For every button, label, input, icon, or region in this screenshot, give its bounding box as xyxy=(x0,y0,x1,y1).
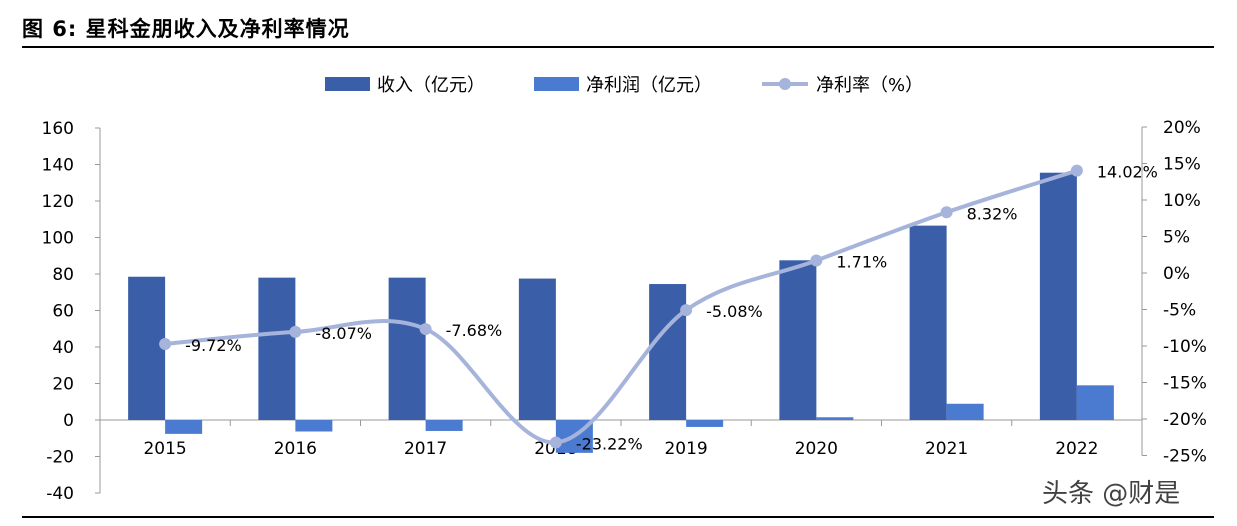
legend-swatch-revenue xyxy=(325,77,370,91)
net-margin-point xyxy=(289,325,302,338)
revenue-bar xyxy=(128,276,166,420)
x-tick-label: 2021 xyxy=(925,439,968,459)
net-margin-point xyxy=(810,254,823,267)
y-right-tick-label: 20% xyxy=(1163,118,1201,138)
legend-label-net-margin: 净利率（%） xyxy=(816,75,923,96)
net-profit-bar xyxy=(1076,385,1114,420)
net-margin-point xyxy=(1070,164,1083,177)
y-left-tick-label: 160 xyxy=(42,119,74,139)
net-profit-bar xyxy=(165,420,203,434)
revenue-bar xyxy=(1039,172,1077,420)
net-margin-label: 14.02% xyxy=(1097,163,1158,182)
net-margin-label: -7.68% xyxy=(446,321,503,340)
bars xyxy=(128,172,1114,453)
y-left-tick-label: 60 xyxy=(52,302,74,322)
watermark: 头条 @财是 xyxy=(1042,479,1180,509)
revenue-bar xyxy=(649,284,687,420)
y-right-tick-label: 10% xyxy=(1163,191,1201,211)
net-margin-point xyxy=(159,337,172,350)
x-tick-label: 2015 xyxy=(143,439,186,459)
y-left-tick-label: 80 xyxy=(52,265,74,285)
y-left-tick-label: 40 xyxy=(52,338,74,358)
net-profit-bar xyxy=(946,403,984,420)
legend-label-revenue: 收入（亿元） xyxy=(377,75,485,96)
net-profit-bar xyxy=(425,420,463,431)
legend-marker-net-margin xyxy=(779,78,791,90)
figure-title: 图 6: 星科金朋收入及净利率情况 xyxy=(22,17,350,41)
y-left-tick-label: 120 xyxy=(42,192,74,212)
net-margin-line xyxy=(159,164,1083,449)
revenue-bar xyxy=(779,260,817,420)
revenue-bar xyxy=(518,278,556,420)
legend-swatch-net-profit xyxy=(534,77,579,91)
axes: -40-20020406080100120140160-25%-20%-15%-… xyxy=(42,118,1207,504)
net-profit-bar xyxy=(686,420,724,427)
net-margin-label: -8.07% xyxy=(315,324,372,343)
y-right-tick-label: 5% xyxy=(1163,228,1190,248)
y-right-tick-label: 0% xyxy=(1163,264,1190,284)
revenue-bar xyxy=(909,225,947,420)
data-labels: -9.72% -8.07% -7.68% -23.22% -5.08% 1.71% 8.32… xyxy=(185,163,1158,454)
y-right-tick-label: -15% xyxy=(1163,374,1207,394)
y-right-tick-label: -20% xyxy=(1163,410,1207,430)
net-margin-label: 1.71% xyxy=(836,253,887,272)
y-left-tick-label: -40 xyxy=(46,484,74,504)
net-margin-label: -9.72% xyxy=(185,336,242,355)
title-rule xyxy=(22,46,1214,48)
net-margin-point xyxy=(940,206,953,219)
revenue-bar xyxy=(258,277,296,420)
legend-label-net-profit: 净利润（亿元） xyxy=(586,75,712,96)
net-profit-bar xyxy=(295,420,333,432)
net-margin-point xyxy=(419,323,432,336)
net-margin-point xyxy=(549,436,562,449)
x-tick-label: 2016 xyxy=(274,439,317,459)
x-tick-label: 2020 xyxy=(795,439,838,459)
net-margin-point xyxy=(680,304,693,317)
y-left-tick-label: 140 xyxy=(42,156,74,176)
legend: 收入（亿元） 净利润（亿元） 净利率（%） xyxy=(325,75,923,96)
bottom-rule xyxy=(22,516,1214,518)
x-tick-label: 2017 xyxy=(404,439,447,459)
net-profit-bar xyxy=(816,417,854,420)
y-left-tick-label: 100 xyxy=(42,229,74,249)
x-tick-label: 2022 xyxy=(1055,439,1098,459)
y-left-tick-label: -20 xyxy=(46,448,74,468)
net-margin-line-path xyxy=(164,168,1078,445)
x-tick-label: 2019 xyxy=(664,439,707,459)
y-left-tick-label: 20 xyxy=(52,375,74,395)
y-right-tick-label: -10% xyxy=(1163,337,1207,357)
y-left-tick-label: 0 xyxy=(63,411,74,431)
revenue-bar xyxy=(388,277,426,420)
net-margin-label: 8.32% xyxy=(967,204,1018,223)
net-margin-label: -23.22% xyxy=(576,435,643,454)
y-right-tick-label: -5% xyxy=(1163,301,1196,321)
y-right-tick-label: 15% xyxy=(1163,155,1201,175)
net-margin-label: -5.08% xyxy=(706,302,763,321)
y-right-tick-label: -25% xyxy=(1163,447,1207,467)
